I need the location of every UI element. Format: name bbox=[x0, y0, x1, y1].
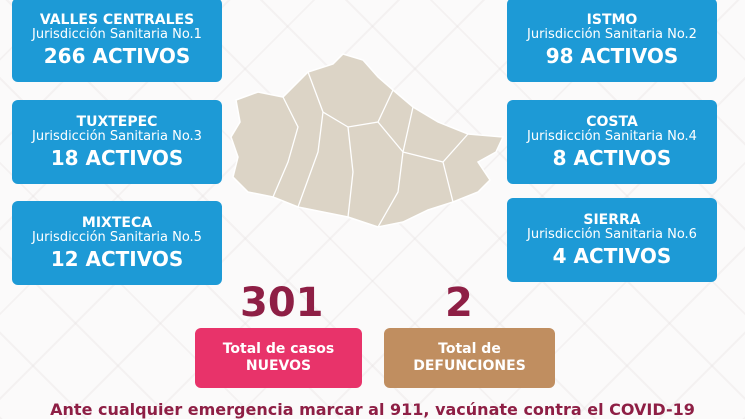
new-cases-line2: NUEVOS bbox=[245, 358, 312, 374]
new-cases-label: Total de casos NUEVOS bbox=[195, 328, 362, 388]
oaxaca-map bbox=[230, 53, 505, 228]
region-jurisdiction: Jurisdicción Sanitaria No.5 bbox=[32, 230, 202, 246]
region-jurisdiction: Jurisdicción Sanitaria No.4 bbox=[527, 129, 697, 145]
region-card-mixteca: MIXTECA Jurisdicción Sanitaria No.5 12 A… bbox=[12, 201, 222, 285]
deaths-count: 2 bbox=[445, 280, 473, 326]
region-jurisdiction: Jurisdicción Sanitaria No.1 bbox=[32, 27, 202, 43]
region-jurisdiction: Jurisdicción Sanitaria No.3 bbox=[32, 129, 202, 145]
region-active: 98 ACTIVOS bbox=[545, 44, 679, 69]
region-active: 266 ACTIVOS bbox=[43, 44, 191, 69]
region-card-valles-centrales: VALLES CENTRALES Jurisdicción Sanitaria … bbox=[12, 0, 222, 82]
region-name: COSTA bbox=[586, 113, 638, 130]
footer-message: Ante cualquier emergencia marcar al 911,… bbox=[50, 400, 695, 419]
region-name: SIERRA bbox=[583, 211, 641, 228]
region-jurisdiction: Jurisdicción Sanitaria No.6 bbox=[527, 227, 697, 243]
region-card-costa: COSTA Jurisdicción Sanitaria No.4 8 ACTI… bbox=[507, 100, 717, 184]
region-name: VALLES CENTRALES bbox=[39, 11, 195, 28]
region-active: 8 ACTIVOS bbox=[552, 146, 672, 171]
region-active: 12 ACTIVOS bbox=[50, 247, 184, 272]
region-card-istmo: ISTMO Jurisdicción Sanitaria No.2 98 ACT… bbox=[507, 0, 717, 82]
region-active: 18 ACTIVOS bbox=[50, 146, 184, 171]
new-cases-line1: Total de casos bbox=[222, 340, 335, 357]
region-name: MIXTECA bbox=[81, 214, 153, 231]
region-jurisdiction: Jurisdicción Sanitaria No.2 bbox=[527, 27, 697, 43]
region-name: ISTMO bbox=[586, 11, 638, 28]
deaths-line2: DEFUNCIONES bbox=[413, 358, 526, 374]
region-active: 4 ACTIVOS bbox=[552, 244, 672, 269]
region-name: TUXTEPEC bbox=[76, 113, 158, 130]
deaths-line1: Total de bbox=[438, 340, 501, 357]
region-card-sierra: SIERRA Jurisdicción Sanitaria No.6 4 ACT… bbox=[507, 198, 717, 282]
new-cases-count: 301 bbox=[240, 280, 324, 326]
region-card-tuxtepec: TUXTEPEC Jurisdicción Sanitaria No.3 18 … bbox=[12, 100, 222, 184]
deaths-label: Total de DEFUNCIONES bbox=[384, 328, 555, 388]
